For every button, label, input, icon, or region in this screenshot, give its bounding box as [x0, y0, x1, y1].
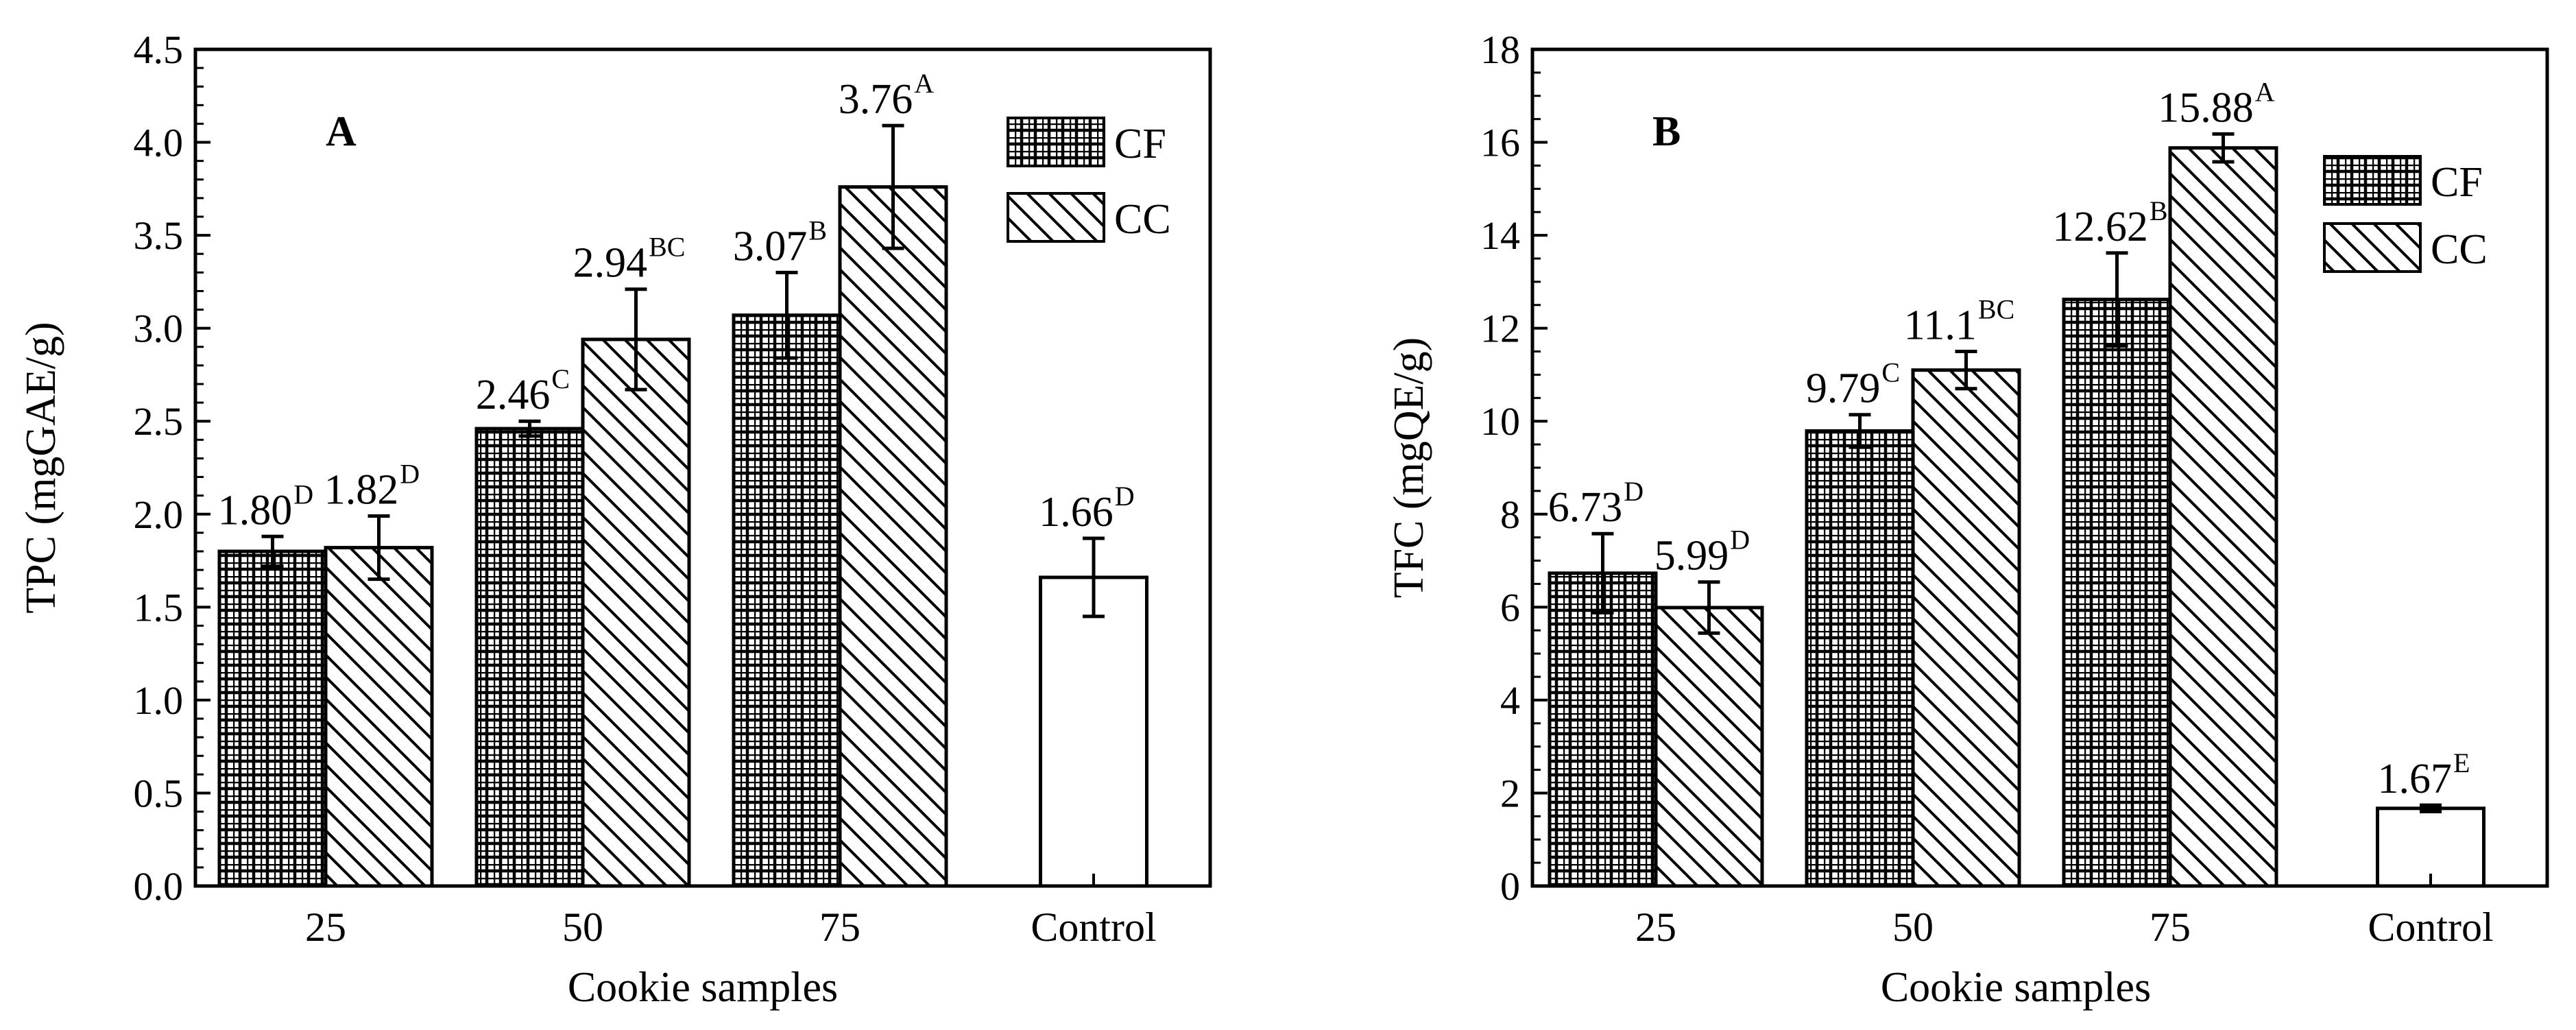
x-tick-label: 50 [1892, 905, 1934, 950]
y-tick-label: 3.0 [134, 307, 184, 351]
bar-cc-50 [1911, 368, 2021, 888]
data-label: 11.1BC [1904, 294, 2015, 349]
legend-swatch-cf [2323, 155, 2422, 206]
legend-label-cc: CC [2431, 226, 2488, 273]
plot-frame [193, 47, 1212, 888]
data-label: 6.73D [1548, 476, 1644, 531]
x-tick-label: 50 [562, 905, 603, 950]
significance-letter: D [400, 458, 420, 489]
bar-cf-50 [474, 427, 585, 888]
bar-cc-25 [324, 546, 434, 888]
significance-letter: B [808, 215, 827, 245]
y-tick-label: 2.5 [134, 399, 184, 444]
legend: CF CC [2323, 155, 2488, 273]
x-tick-label: Control [1031, 905, 1156, 950]
y-tick-label: 16 [1480, 121, 1520, 165]
y-tick-label: 1.5 [134, 585, 184, 630]
legend-label-cc: CC [1114, 196, 1171, 243]
significance-letter: D [1624, 476, 1644, 507]
data-label: 1.80D [218, 479, 313, 534]
data-label: 1.82D [324, 458, 420, 513]
significance-letter: D [1115, 481, 1135, 512]
legend-swatch-cc [1007, 192, 1105, 243]
bar-cf-50 [1805, 429, 1915, 888]
y-axis-title: TPC (mgGAE/g) [18, 322, 64, 613]
significance-letter: B [2150, 195, 2168, 226]
bar-cf-25 [217, 549, 328, 888]
y-tick-label: 2.0 [134, 492, 184, 537]
x-tick-label: 25 [1635, 905, 1676, 950]
significance-letter: C [1881, 357, 1900, 388]
data-label: 3.76A [839, 68, 935, 123]
data-label: 2.94BC [573, 232, 686, 287]
y-tick-label: 12 [1480, 307, 1520, 351]
data-label: 9.79C [1806, 357, 1900, 412]
y-tick-label: 2 [1500, 771, 1520, 815]
y-tick-label: 6 [1500, 585, 1520, 630]
data-label: 2.46C [476, 363, 570, 418]
y-tick-label: 4.0 [134, 121, 184, 165]
y-tick-label: 4.5 [134, 27, 184, 72]
significance-letter: A [2255, 76, 2275, 107]
legend-swatch-cc [2323, 222, 2422, 273]
chart-panel-a: 1.80D 1.82D 2.46C 2.94BC 3.07B 3.76A 1.66D 0.0… [18, 27, 1212, 1011]
bar-cc-25 [1654, 606, 1764, 888]
y-axis-title: TFC (mgQE/g) [1386, 337, 1432, 599]
legend-label-cf: CF [2431, 159, 2483, 206]
y-tick-label: 0.0 [134, 864, 184, 909]
panel-label: A [326, 108, 357, 155]
significance-letter: D [1730, 525, 1750, 555]
bar-cf-75 [2062, 298, 2172, 888]
bar-control-control [1039, 575, 1148, 888]
legend-swatch-cf [1007, 117, 1105, 167]
bar-cc-75 [2168, 146, 2278, 888]
bar-cc-75 [838, 185, 948, 888]
significance-letter: A [914, 68, 934, 99]
y-tick-label: 0 [1500, 864, 1520, 909]
bar-cf-25 [1548, 571, 1658, 888]
axis-ticks-layer: 0 2 4 6 8 10 12 14 16 18 25 50 75 Control [1480, 27, 2494, 950]
x-tick-label: 25 [305, 905, 346, 950]
x-axis-title: Cookie samples [1881, 964, 2151, 1011]
data-label: 1.67E [2378, 747, 2470, 802]
significance-letter: E [2453, 747, 2470, 778]
x-axis-title: Cookie samples [568, 964, 838, 1011]
y-tick-label: 8 [1500, 492, 1520, 537]
significance-letter: BC [1978, 294, 2014, 325]
x-tick-label: Control [2368, 905, 2493, 950]
significance-letter: D [293, 479, 313, 510]
bars-layer: 1.80D 1.82D 2.46C 2.94BC 3.07B 3.76A 1.66D [217, 68, 1148, 888]
legend: CF CC [1007, 117, 1171, 243]
y-tick-label: 4 [1500, 678, 1520, 723]
significance-letter: C [551, 363, 570, 394]
legend-label-cf: CF [1114, 121, 1166, 167]
y-tick-label: 18 [1480, 27, 1520, 72]
panel-label: B [1652, 108, 1681, 155]
y-tick-label: 1.0 [134, 678, 184, 723]
axis-ticks-layer: 0.0 0.5 1.0 1.5 2.0 2.5 3.0 3.5 4.0 4.5 25 50 75 Cont… [134, 27, 1157, 950]
y-tick-label: 0.5 [134, 771, 184, 815]
data-label: 15.88A [2158, 76, 2275, 131]
data-label: 1.66D [1039, 481, 1134, 536]
significance-letter: BC [649, 232, 685, 263]
y-tick-label: 14 [1480, 213, 1520, 258]
data-label: 12.62B [2052, 195, 2167, 250]
x-tick-label: 75 [819, 905, 860, 950]
bar-cf-75 [732, 313, 842, 888]
data-label: 3.07B [733, 215, 827, 270]
y-tick-label: 3.5 [134, 213, 184, 258]
y-tick-label: 10 [1480, 399, 1520, 444]
bar-cc-50 [581, 337, 691, 888]
x-tick-label: 75 [2150, 905, 2191, 950]
data-label: 5.99D [1654, 525, 1750, 579]
